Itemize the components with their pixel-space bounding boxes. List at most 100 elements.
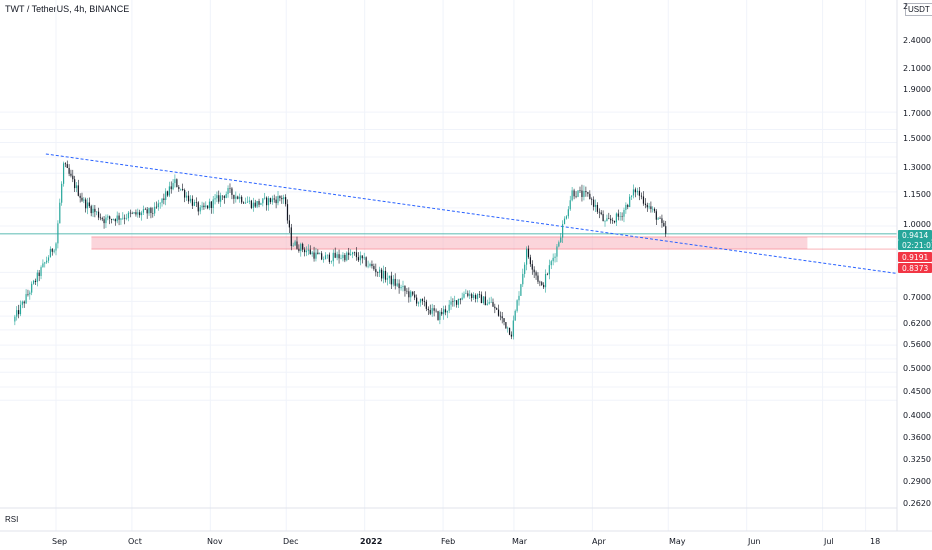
candle [648, 203, 650, 210]
candle [379, 266, 381, 278]
price-tick: 0.6200 [903, 319, 931, 328]
candle-body [563, 218, 566, 225]
candle-body [644, 203, 647, 205]
candle-body [388, 275, 390, 279]
candle-body [144, 209, 146, 210]
candle-body [377, 272, 379, 273]
candle [419, 298, 422, 307]
candle [86, 197, 89, 215]
candle-body [450, 301, 452, 305]
candle [225, 191, 227, 199]
candle-body [273, 198, 275, 200]
candle-body [402, 286, 404, 288]
candle-body [105, 217, 107, 224]
price-tick: 0.2620 [903, 499, 931, 508]
candle [23, 300, 25, 308]
candle [161, 198, 163, 207]
time-tick: Dec [283, 537, 298, 546]
candle-body [72, 175, 74, 180]
candle-body [46, 260, 48, 263]
candle-body [300, 243, 302, 252]
trend-line[interactable] [45, 153, 897, 274]
price-tick: 1.0000 [903, 220, 931, 229]
candle-body [598, 211, 600, 213]
candle-body [330, 261, 332, 262]
candle [114, 218, 116, 226]
candle [269, 197, 272, 205]
candle-body [110, 218, 113, 220]
currency-label[interactable]: USDT [905, 3, 932, 16]
candle [305, 246, 308, 257]
candle-body [348, 252, 350, 255]
candle-body [596, 204, 599, 212]
candle [522, 268, 524, 288]
candle [155, 201, 158, 209]
candle-body [617, 213, 619, 217]
price-tick: 1.3000 [903, 163, 931, 172]
candle-body [410, 291, 412, 298]
candle [319, 252, 321, 255]
candle-body [99, 217, 101, 219]
candle [439, 310, 441, 325]
candle-body [317, 252, 319, 255]
candle [25, 289, 27, 304]
time-axis[interactable]: Sep Oct Nov Dec 2022 Feb Mar Apr May Jun… [52, 537, 880, 546]
candle [203, 202, 205, 210]
price-tick: 1.9000 [903, 85, 931, 94]
candle-body [324, 255, 327, 260]
candle-body [155, 206, 158, 208]
candle [32, 279, 35, 285]
rsi-pane-label[interactable]: RSI [5, 515, 19, 524]
candle-body [159, 202, 161, 204]
candle [176, 178, 178, 188]
candle [579, 186, 581, 194]
candle [133, 212, 135, 215]
candle [525, 246, 528, 271]
price-axis[interactable]: 2 2.4000 2.1000 1.9000 1.7000 1.5000 1.3… [903, 2, 931, 508]
candle [377, 271, 379, 277]
candle [642, 191, 645, 206]
candle [75, 182, 78, 193]
candle-body [77, 185, 79, 196]
candle [556, 243, 558, 263]
candle [290, 223, 292, 251]
candle [344, 253, 346, 263]
candle [375, 263, 377, 277]
candle-body [32, 280, 35, 284]
candle [524, 262, 526, 278]
candle-body [575, 196, 577, 197]
candle [355, 247, 358, 261]
candle-body [486, 303, 488, 306]
candle [303, 247, 306, 257]
candle-body [352, 252, 354, 255]
candle [518, 291, 520, 306]
candle-body [53, 250, 55, 252]
candle-body [19, 304, 22, 315]
candle [604, 219, 606, 227]
candle [657, 217, 659, 220]
candle-body [214, 198, 216, 200]
candle [353, 251, 356, 256]
candle [583, 185, 585, 201]
candle-body [482, 296, 484, 304]
candle [494, 303, 496, 314]
candle-body [212, 199, 214, 209]
candle-body [283, 197, 285, 200]
zone-bottom-tag [898, 263, 932, 273]
candle [77, 179, 79, 197]
candle-body [254, 202, 256, 207]
candle-body [488, 302, 490, 304]
candle-body [416, 297, 418, 304]
candle [81, 192, 83, 202]
candle [178, 184, 180, 192]
candle [615, 212, 617, 226]
candle [29, 290, 31, 300]
candle-body [355, 252, 358, 258]
candle-body [197, 202, 199, 212]
candle [392, 275, 394, 287]
candle [444, 305, 447, 316]
candle-body [414, 294, 416, 298]
candle [435, 308, 437, 313]
candle [212, 196, 214, 214]
